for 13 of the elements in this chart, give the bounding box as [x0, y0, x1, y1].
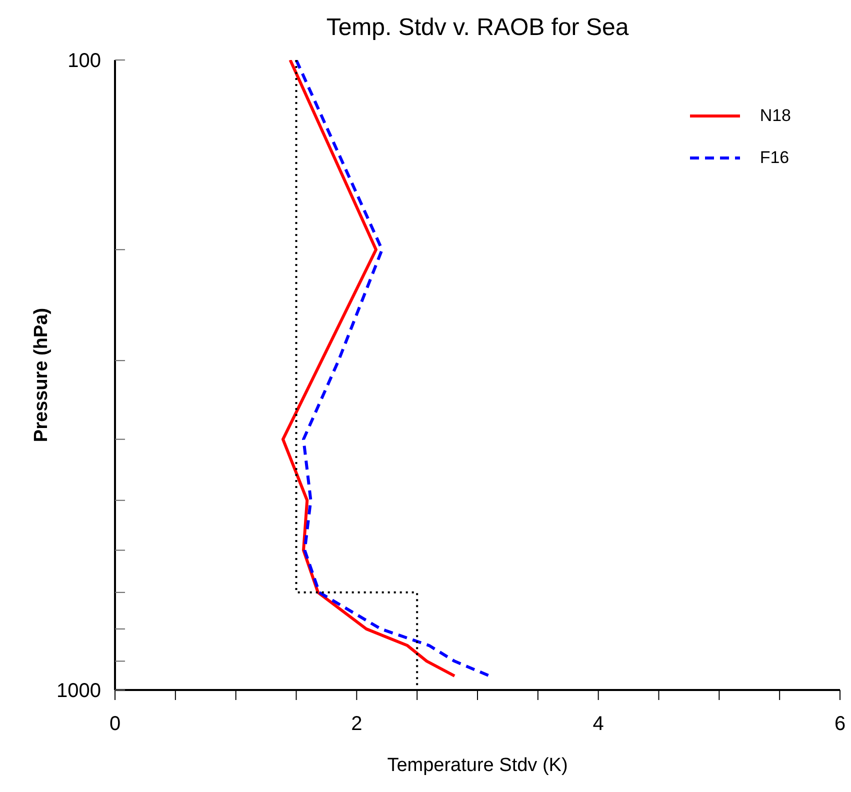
y-axis-title: Pressure (hPa): [31, 308, 53, 442]
y-tick-label: 1000: [56, 680, 101, 702]
x-tick-label: 6: [834, 713, 846, 736]
x-tick-label: 2: [351, 713, 362, 736]
line-series: [294, 60, 492, 678]
x-tick-label: 0: [109, 713, 121, 736]
line-series: [281, 60, 456, 678]
chart-title: Temp. Stdv v. RAOB for Sea: [325, 14, 630, 42]
x-tick-label: 4: [592, 713, 604, 736]
legend-label: F16: [760, 148, 790, 168]
x-axis-title: Temperature Stdv (K): [386, 755, 569, 777]
y-tick-label: 100: [68, 50, 101, 72]
legend-label: N18: [760, 106, 791, 126]
